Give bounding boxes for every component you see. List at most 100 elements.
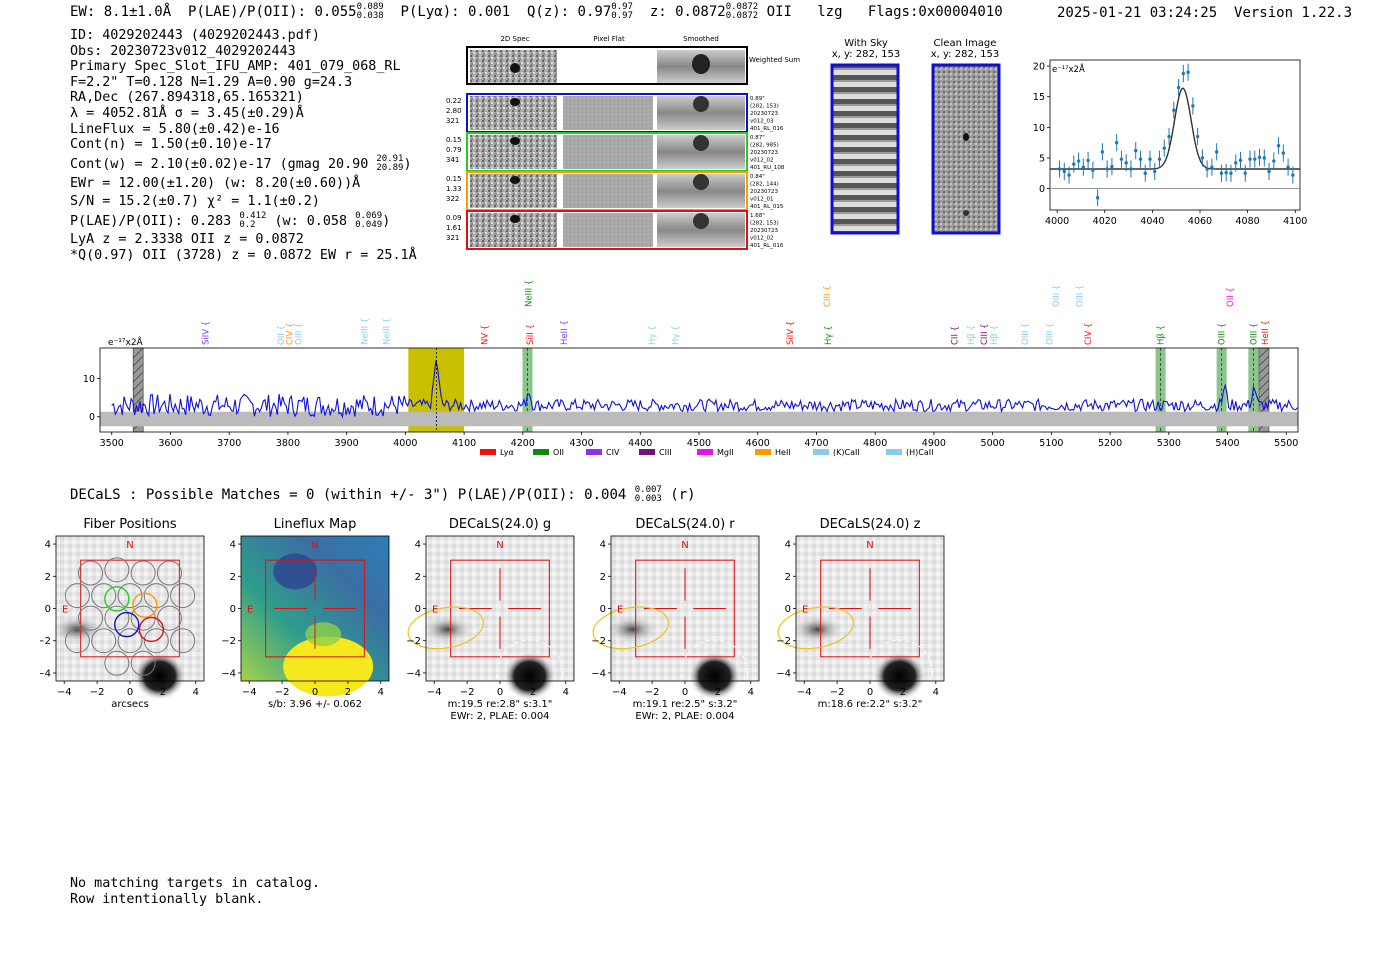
- col-label-smoothed: Smoothed: [683, 35, 719, 43]
- line-marker: HeII {: [560, 320, 570, 345]
- panel-xtick: 2: [160, 687, 166, 698]
- fit-point: [1214, 143, 1219, 161]
- panel-caption: arcsecs: [111, 699, 149, 710]
- fit-ytick: 20: [1033, 62, 1045, 73]
- panel-xtick: 2: [530, 687, 536, 698]
- cutout-stat: 1.61: [446, 224, 462, 232]
- cutout-note: 0.84": [750, 174, 765, 180]
- line-marker: NV {: [481, 325, 491, 345]
- fit-point: [1143, 164, 1147, 182]
- fit-point: [1057, 160, 1062, 178]
- panel-xtick: −2: [460, 687, 475, 698]
- svg-text:NV {: NV {: [481, 325, 491, 345]
- compass-north: N: [496, 540, 503, 551]
- spectrum-xtick: 3500: [100, 438, 124, 449]
- fit-point: [1081, 158, 1086, 176]
- fit-point: [1281, 144, 1286, 162]
- panel-caption: s/b: 3.96 +/- 0.062: [268, 699, 362, 710]
- panel-caption-2: EWr: 2, PLAE: 0.004: [635, 711, 734, 722]
- line-marker: OIII {: [1052, 285, 1062, 307]
- flags-value: Flags:0x00004010: [867, 4, 1003, 20]
- legend-item: OII: [533, 448, 564, 457]
- panel-ytick: 4: [600, 540, 606, 551]
- compass-north: N: [126, 540, 133, 551]
- svg-text:OII {: OII {: [1226, 287, 1236, 307]
- svg-text:Lyα: Lyα: [500, 448, 514, 457]
- svg-text:CII {: CII {: [951, 326, 961, 345]
- cutout-note: (282, 144): [750, 182, 779, 188]
- info-lya: LyA z = 2.3338 OII z = 0.0872: [70, 231, 304, 247]
- panel-xtick: 0: [497, 687, 503, 698]
- error-band: [100, 411, 1298, 427]
- svg-text:CIV: CIV: [606, 448, 620, 457]
- fit-ytick: 0: [1039, 184, 1045, 195]
- decals-summary: DECaLS : Possible Matches = 0 (within +/…: [70, 485, 696, 504]
- cutout-note: v012_03: [750, 119, 774, 125]
- compass-east: E: [247, 605, 253, 616]
- svg-text:HeII: HeII: [775, 448, 791, 457]
- fit-point: [1195, 127, 1200, 146]
- plae-value: P(LAE)/P(OII): 0.055: [188, 4, 357, 20]
- svg-text:Hγ {: Hγ {: [824, 325, 834, 345]
- with-sky-image: [830, 63, 900, 235]
- fit-point: [1076, 152, 1081, 170]
- fit-point: [1262, 149, 1266, 167]
- z-value: z: 0.0872: [649, 4, 726, 20]
- spectrum-xtick: 5300: [1157, 438, 1181, 449]
- fit-point: [1181, 64, 1186, 83]
- svg-text:Hγ {: Hγ {: [648, 325, 658, 345]
- fit-point: [1200, 149, 1205, 167]
- line-marker: OII {: [277, 325, 287, 345]
- panel-xtick: −4: [427, 687, 442, 698]
- cutout-stat: 2.80: [446, 107, 462, 115]
- panel-xtick: 0: [867, 687, 873, 698]
- panel-xtick: 0: [682, 687, 688, 698]
- fit-point: [1167, 127, 1171, 146]
- svg-text:OIII {: OIII {: [1052, 285, 1062, 307]
- compass-north: N: [311, 540, 318, 551]
- fit-xtick: 4040: [1140, 216, 1164, 227]
- cutout-stat: 0.15: [446, 136, 462, 144]
- info-radec: RA,Dec (267.894318,65.165321): [70, 90, 304, 106]
- weighted-sum-label: Weighted Sum: [749, 56, 800, 64]
- svg-text:CIII {: CIII {: [823, 285, 833, 307]
- panel-caption-2: EWr: 2, PLAE: 0.004: [450, 711, 549, 722]
- line-marker: HeII {: [1261, 320, 1271, 345]
- svg-text:SiII {: SiII {: [526, 324, 536, 345]
- cutout-stat: 0.15: [446, 175, 462, 183]
- fit-point: [1229, 164, 1233, 182]
- fit-point: [1124, 154, 1128, 172]
- panel-title: DECaLS(24.0) g: [449, 517, 551, 532]
- fit-point: [1291, 166, 1295, 184]
- cutout-note: 20230723: [750, 228, 778, 234]
- fit-point: [1086, 151, 1090, 169]
- line-marker: OIII {: [1076, 285, 1086, 307]
- compass-east: E: [617, 605, 623, 616]
- fit-point: [1129, 160, 1133, 178]
- fit-point: [1253, 150, 1257, 168]
- svg-text:(H)CaII: (H)CaII: [906, 448, 933, 457]
- cutout-stat: 321: [446, 117, 459, 125]
- spectrum-ytick: 10: [83, 374, 95, 385]
- cutout-note: 20230723: [750, 150, 778, 156]
- info-obs: Obs: 20230723v012_4029202443: [70, 43, 296, 59]
- line-marker: CIV {: [1084, 323, 1094, 345]
- legend-item: (H)CaII: [886, 448, 933, 457]
- summary-header: EW: 8.1±1.0Å P(LAE)/P(OII): 0.055 0.089 0.…: [70, 2, 1003, 21]
- fit-point: [1105, 160, 1109, 178]
- compass-east: E: [62, 605, 68, 616]
- panel-ytick: 4: [415, 540, 421, 551]
- info-plae: P(LAE)/P(OII): 0.283 0.412 0.2 (w: 0.058 …: [70, 210, 391, 230]
- cutout-stat: 1.33: [446, 185, 462, 193]
- spectrum-xtick: 4200: [511, 438, 535, 449]
- clean-image-title: Clean Image x, y: 282, 153: [930, 38, 1000, 60]
- svg-text:OIII {: OIII {: [1249, 323, 1259, 345]
- fit-point: [1095, 189, 1100, 207]
- panel-ytick: −2: [40, 636, 51, 647]
- fit-point: [1153, 162, 1157, 180]
- fit-xtick: 4080: [1236, 216, 1260, 227]
- version-label: Version 1.22.3: [1234, 5, 1353, 21]
- cutout-note: 0.87": [750, 135, 765, 141]
- fit-point: [1134, 142, 1138, 160]
- catalog-footer: No matching targets in catalog. Row inte…: [70, 876, 320, 908]
